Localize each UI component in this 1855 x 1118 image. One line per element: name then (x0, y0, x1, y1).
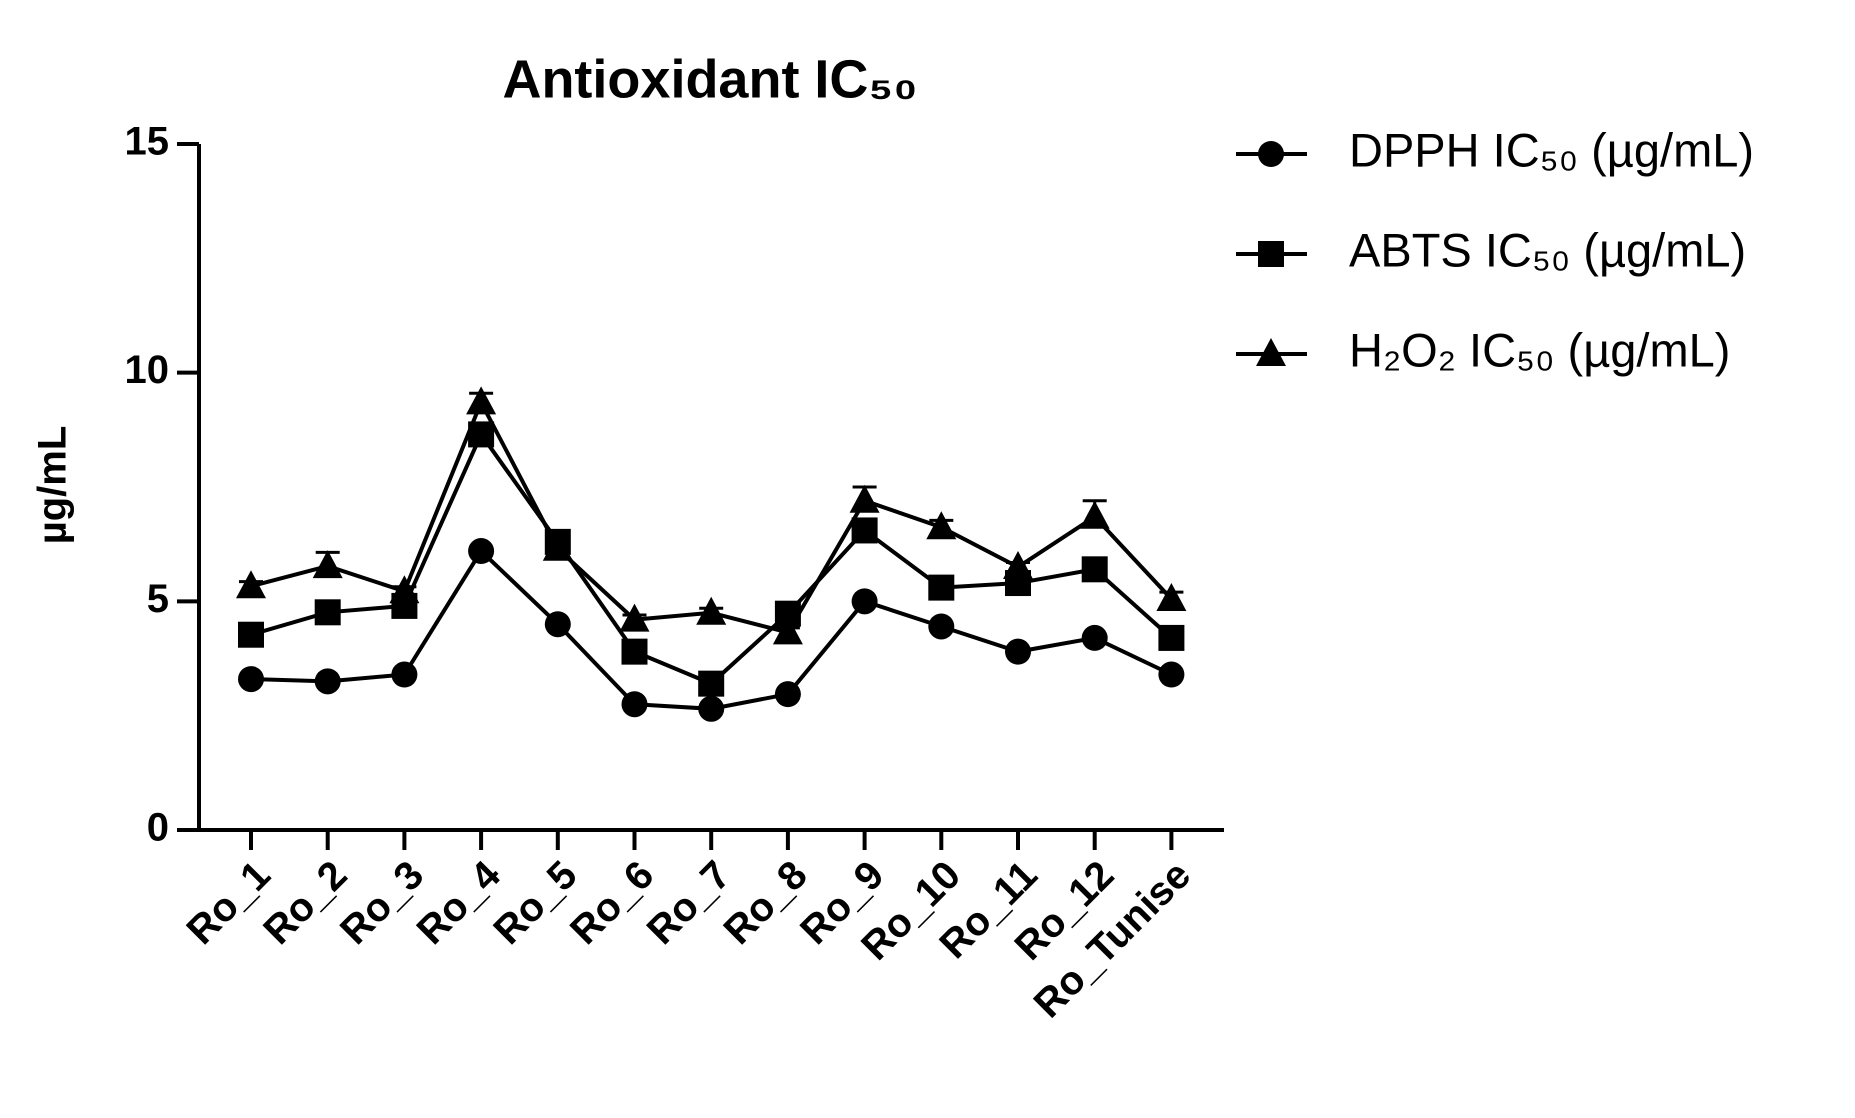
marker (849, 484, 880, 513)
legend-label: ABTS IC₅₀ (µg/mL) (1349, 223, 1746, 276)
legend-label: DPPH IC₅₀ (µg/mL) (1349, 123, 1754, 176)
marker (774, 681, 801, 708)
marker (312, 550, 343, 579)
x-tick-label: Ro_2 (255, 853, 355, 953)
marker (314, 599, 341, 626)
chart-title: Antioxidant IC₅₀ (502, 49, 917, 109)
x-tick-label: Ro_3 (332, 853, 432, 953)
marker (1158, 624, 1185, 651)
marker (389, 575, 420, 604)
y-axis-label: µg/mL (31, 426, 75, 545)
marker (698, 670, 725, 697)
legend-marker (1258, 141, 1284, 167)
legend-marker (1258, 241, 1284, 267)
x-tick-label: Ro_7 (639, 853, 739, 953)
marker (1079, 500, 1110, 529)
x-tick-label: Ro_6 (562, 853, 662, 953)
x-tick-label: Ro_8 (715, 853, 815, 953)
marker (772, 616, 803, 645)
marker (1158, 661, 1185, 688)
y-tick-label: 0 (147, 806, 169, 850)
marker (851, 517, 878, 544)
marker (236, 570, 266, 599)
marker (391, 661, 418, 688)
y-tick-label: 10 (125, 348, 170, 392)
marker (851, 588, 878, 615)
marker (621, 691, 648, 718)
marker (1005, 638, 1031, 665)
marker (928, 574, 955, 601)
marker (698, 695, 725, 722)
legend-label: H₂O₂ IC₅₀ (µg/mL) (1349, 323, 1730, 376)
marker (468, 538, 495, 565)
marker (238, 666, 264, 693)
marker (928, 613, 955, 640)
marker (1156, 583, 1187, 612)
x-tick-label: Ro_5 (485, 853, 585, 953)
marker (621, 638, 648, 665)
marker (1003, 551, 1033, 580)
marker (466, 386, 497, 415)
y-tick-label: 5 (147, 577, 169, 621)
legend-marker (1256, 338, 1286, 366)
marker (1081, 624, 1108, 651)
marker (544, 611, 571, 638)
marker (1081, 556, 1108, 583)
marker (238, 621, 264, 648)
marker (696, 596, 727, 625)
x-tick-label: Ro_1 (179, 853, 279, 953)
marker (926, 511, 957, 540)
marker (619, 603, 650, 632)
x-tick-label: Ro_4 (409, 852, 510, 953)
marker (542, 532, 573, 561)
marker (314, 668, 341, 695)
y-tick-label: 15 (125, 120, 170, 164)
